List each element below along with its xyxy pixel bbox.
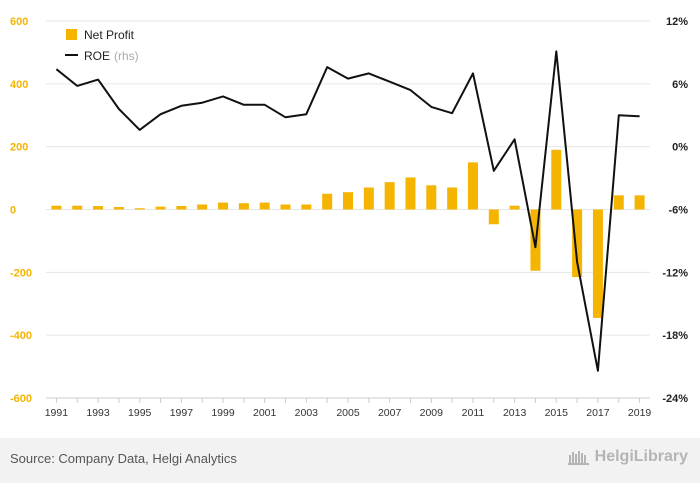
right-tick-label: -18% <box>662 330 688 342</box>
bar-net-profit-2004 <box>322 193 333 210</box>
bar-net-profit-2011 <box>467 162 478 210</box>
x-tick-label: 2001 <box>253 407 277 419</box>
x-tick-label: 1999 <box>211 407 235 419</box>
x-tick-label: 2003 <box>295 407 319 419</box>
footer-bar <box>0 438 700 483</box>
x-tick-label: 2009 <box>420 407 444 419</box>
x-tick-label: 1997 <box>170 407 194 419</box>
bar-net-profit-1994 <box>113 206 124 210</box>
bar-net-profit-2017 <box>592 209 603 318</box>
legend: Net Profit ROE (rhs) <box>65 28 139 63</box>
left-axis-ticks: 600 400 200 0 -200 -400 -600 <box>10 16 32 405</box>
bar-net-profit-2003 <box>301 204 312 210</box>
x-tick-label: 2013 <box>503 407 527 419</box>
bar-net-profit-2009 <box>426 185 437 210</box>
bar-net-profit-2018 <box>613 195 624 210</box>
left-tick-label: 600 <box>10 16 28 28</box>
right-tick-label: 0% <box>672 142 688 154</box>
x-tick-label: 2007 <box>378 407 402 419</box>
x-axis-ticks: 1991 1993 1995 1997 1999 2001 2003 2005 2007 2009… <box>45 398 652 419</box>
bar-net-profit-1998 <box>197 204 208 210</box>
net-profit-bars <box>51 149 645 318</box>
bar-net-profit-2008 <box>405 177 416 210</box>
bar-net-profit-1999 <box>218 202 229 210</box>
brand-logo: HelgiLibrary <box>567 448 688 466</box>
left-tick-label: 200 <box>10 142 28 154</box>
left-tick-label: -200 <box>10 267 32 279</box>
chart: 600 400 200 0 -200 -400 -600 12% 6% 0% -6% -12% -18… <box>10 16 688 419</box>
legend-roe-label: ROE (rhs) <box>84 49 139 63</box>
legend-net-profit-label: Net Profit <box>84 28 135 42</box>
x-tick-label: 2017 <box>586 407 610 419</box>
bar-net-profit-2005 <box>343 192 353 210</box>
left-tick-label: -400 <box>10 330 32 342</box>
gridlines <box>46 20 650 336</box>
bar-net-profit-2019 <box>634 195 645 210</box>
bar-net-profit-2015 <box>551 149 562 210</box>
bar-net-profit-2013 <box>509 205 520 210</box>
bar-net-profit-2007 <box>384 182 395 210</box>
bar-net-profit-1993 <box>93 206 104 210</box>
x-tick-label: 1991 <box>45 407 69 419</box>
x-tick-label: 2019 <box>628 407 652 419</box>
library-icon <box>567 451 589 465</box>
left-tick-label: -600 <box>10 393 32 405</box>
bar-net-profit-2006 <box>363 187 374 210</box>
x-tick-label: 2005 <box>336 407 360 419</box>
left-tick-label: 400 <box>10 79 28 91</box>
brand-name: HelgiLibrary <box>594 448 688 465</box>
bar-net-profit-2000 <box>238 203 249 210</box>
legend-net-profit-swatch <box>66 29 77 40</box>
x-tick-label: 2015 <box>545 407 569 419</box>
bar-net-profit-1997 <box>176 206 187 210</box>
bar-net-profit-2001 <box>259 202 270 210</box>
x-tick-label: 2011 <box>462 407 485 419</box>
right-tick-label: -24% <box>662 393 688 405</box>
right-axis-ticks: 12% 6% 0% -6% -12% -18% -24% <box>662 16 688 405</box>
bar-net-profit-1995 <box>134 208 145 210</box>
roe-line <box>55 50 640 372</box>
right-tick-label: 6% <box>672 79 688 91</box>
x-tick-label: 1995 <box>128 407 152 419</box>
bar-net-profit-1991 <box>51 205 62 210</box>
source-text: Source: Company Data, Helgi Analytics <box>10 451 237 466</box>
bar-net-profit-2002 <box>280 204 291 210</box>
bar-net-profit-2016 <box>572 209 583 278</box>
right-tick-label: -12% <box>662 267 688 279</box>
bar-net-profit-1996 <box>155 206 166 210</box>
x-tick-label: 1993 <box>86 407 110 419</box>
bar-net-profit-2010 <box>447 187 458 210</box>
right-tick-label: -6% <box>668 205 688 217</box>
right-tick-label: 12% <box>666 16 688 28</box>
left-tick-label: 0 <box>10 205 16 217</box>
bar-net-profit-2012 <box>488 209 499 225</box>
bar-net-profit-1992 <box>72 205 83 210</box>
